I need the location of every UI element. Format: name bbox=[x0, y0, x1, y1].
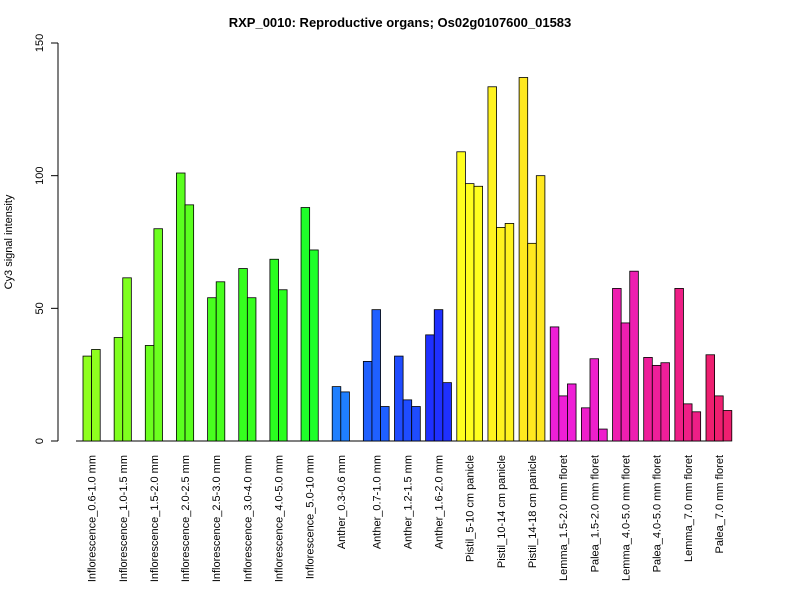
bar bbox=[683, 403, 693, 442]
bar bbox=[300, 207, 311, 442]
bar bbox=[113, 337, 124, 442]
y-tick-label: 150 bbox=[34, 34, 46, 52]
bar bbox=[184, 204, 195, 442]
bar bbox=[558, 395, 568, 442]
bar bbox=[246, 297, 257, 442]
bar bbox=[269, 258, 279, 442]
bar bbox=[442, 382, 452, 442]
bar bbox=[238, 268, 248, 442]
bar bbox=[144, 345, 155, 442]
bar bbox=[567, 383, 577, 442]
bar bbox=[371, 309, 381, 442]
bar bbox=[598, 428, 608, 442]
x-tick-label: Inflorescence_1.0-1.5 mm bbox=[118, 455, 130, 582]
bar bbox=[651, 364, 662, 442]
x-tick-label: Palea_7.0 mm floret bbox=[714, 455, 726, 553]
bar bbox=[549, 326, 560, 442]
bar bbox=[705, 354, 716, 442]
bar bbox=[612, 288, 622, 442]
x-tick-label: Lemma_7.0 mm floret bbox=[683, 455, 695, 562]
x-tick-label: Lemma_4.0-5.0 mm floret bbox=[620, 455, 632, 581]
bar bbox=[527, 242, 537, 442]
bar bbox=[722, 410, 733, 442]
bar bbox=[620, 322, 631, 442]
bar bbox=[473, 185, 484, 442]
bar bbox=[91, 349, 101, 442]
y-tick-label: 100 bbox=[34, 166, 46, 184]
bar bbox=[402, 399, 413, 442]
bar bbox=[425, 334, 435, 442]
bar bbox=[456, 151, 466, 442]
bar bbox=[215, 281, 226, 442]
x-tick-label: Pistil_14-18 cm panicle bbox=[527, 455, 539, 568]
x-tick-label: Inflorescence_2.0-2.5 mm bbox=[180, 455, 192, 582]
x-tick-label: Anther_0.7-1.0 mm bbox=[371, 455, 383, 549]
x-tick-label: Anther_1.6-2.0 mm bbox=[434, 455, 446, 549]
bar bbox=[518, 77, 529, 442]
x-tick-label: Palea_4.0-5.0 mm floret bbox=[652, 455, 664, 572]
bar bbox=[278, 289, 288, 442]
x-tick-label: Inflorescence_0.6-1.0 mm bbox=[87, 455, 99, 582]
x-tick-label: Inflorescence_2.5-3.0 mm bbox=[211, 455, 223, 582]
x-tick-label: Pistil_10-14 cm panicle bbox=[496, 455, 508, 568]
x-tick-label: Inflorescence_5.0-10 mm bbox=[305, 455, 317, 579]
bar bbox=[464, 183, 475, 442]
y-axis: 0 50 100 150 bbox=[34, 34, 59, 444]
bar bbox=[629, 270, 639, 442]
bars-group bbox=[82, 77, 733, 442]
x-tick-label: Palea_1.5-2.0 mm floret bbox=[589, 455, 601, 572]
bar bbox=[433, 309, 444, 442]
y-axis-label: Cy3 signal intensity bbox=[3, 194, 15, 289]
x-tick-label: Inflorescence_1.5-2.0 mm bbox=[149, 455, 161, 582]
bar bbox=[331, 386, 342, 442]
x-tick-label: Anther_0.3-0.6 mm bbox=[336, 455, 348, 549]
x-tick-label: Inflorescence_3.0-4.0 mm bbox=[242, 455, 254, 582]
bar bbox=[411, 406, 421, 442]
bar bbox=[82, 355, 93, 442]
bar bbox=[207, 297, 217, 442]
y-tick-label: 0 bbox=[34, 438, 46, 444]
bar bbox=[535, 175, 546, 442]
bar bbox=[122, 277, 132, 442]
x-tick-labels: Inflorescence_0.6-1.0 mm Inflorescence_1.… bbox=[87, 455, 726, 582]
bar bbox=[660, 362, 670, 442]
x-tick-label: Inflorescence_4.0-5.0 mm bbox=[274, 455, 286, 582]
bar bbox=[714, 395, 724, 442]
bar bbox=[340, 391, 350, 442]
bar bbox=[691, 411, 702, 442]
bar bbox=[380, 406, 390, 442]
bar bbox=[394, 355, 404, 442]
bar bbox=[153, 228, 163, 442]
chart-title: RXP_0010: Reproductive organs; Os02g0107… bbox=[229, 15, 572, 30]
bar bbox=[504, 223, 515, 442]
bar bbox=[643, 357, 653, 442]
bar bbox=[581, 407, 591, 442]
bar bbox=[176, 172, 186, 442]
bar bbox=[309, 249, 319, 442]
y-tick-label: 50 bbox=[34, 302, 46, 314]
x-tick-label: Pistil_5-10 cm panicle bbox=[465, 455, 477, 562]
bar bbox=[674, 288, 684, 442]
x-tick-label: Lemma_1.5-2.0 mm floret bbox=[558, 455, 570, 581]
bar bbox=[487, 86, 497, 442]
bar bbox=[589, 358, 600, 442]
bar bbox=[362, 360, 373, 442]
x-tick-label: Anther_1.2-1.5 mm bbox=[402, 455, 414, 549]
bar bbox=[496, 227, 506, 442]
